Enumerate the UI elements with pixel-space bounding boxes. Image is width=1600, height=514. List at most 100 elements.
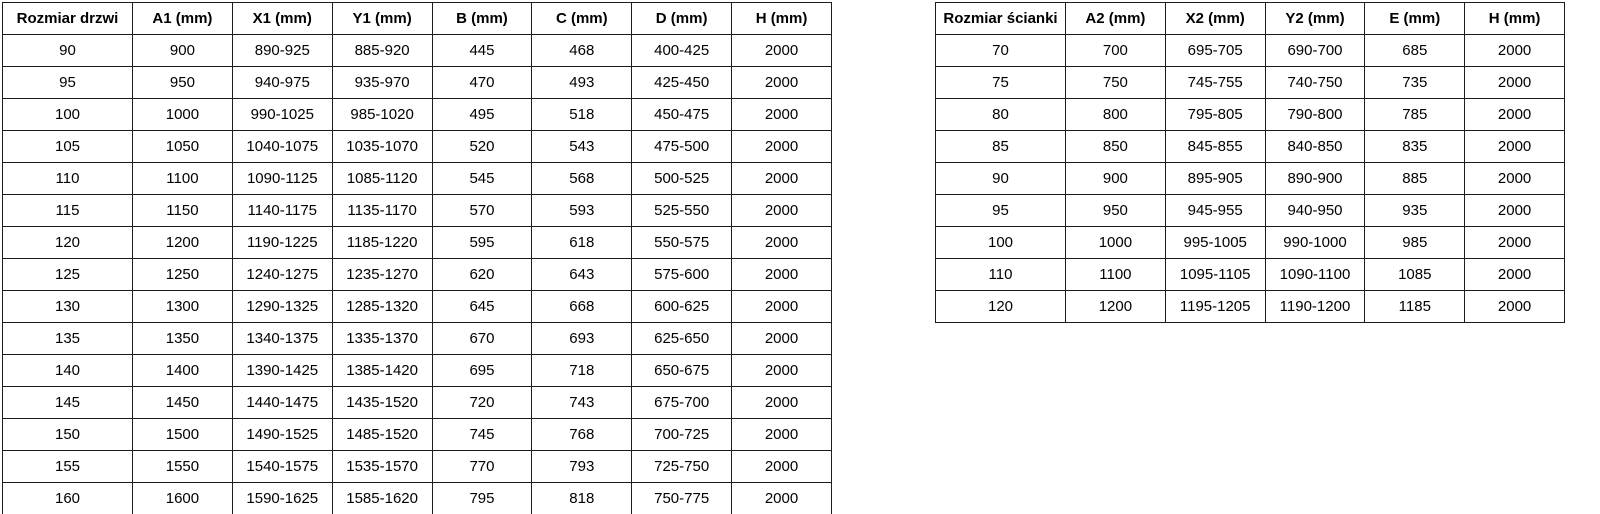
table-cell: 985-1020 — [331, 98, 433, 131]
table-cell: 735 — [1364, 66, 1466, 99]
table-cell: 400-425 — [631, 34, 733, 67]
table-cell: 100 — [2, 98, 133, 131]
table-cell: 668 — [531, 290, 633, 323]
table-cell: 593 — [531, 194, 633, 227]
table-cell: 110 — [2, 162, 133, 195]
table-cell: 945-955 — [1164, 194, 1266, 227]
table-cell: 155 — [2, 450, 133, 483]
table-cell: 1150 — [132, 194, 233, 227]
column-header: Y1 (mm) — [331, 2, 433, 35]
table-cell: 1195-1205 — [1164, 290, 1266, 323]
table-cell: 1600 — [132, 482, 233, 514]
table-cell: 770 — [431, 450, 533, 483]
table-cell: 2000 — [1464, 98, 1565, 131]
table-cell: 743 — [531, 386, 633, 419]
column-header: H (mm) — [731, 2, 832, 35]
table-row: 100 1000 995-1005 990-1000 985 2000 — [935, 226, 1565, 259]
table-row: 70 700 695-705 690-700 685 2000 — [935, 34, 1565, 67]
table-cell: 1240-1275 — [231, 258, 333, 291]
table-cell: 1335-1370 — [331, 322, 433, 355]
table-cell: 625-650 — [631, 322, 733, 355]
header-row: Rozmiar drzwi A1 (mm) X1 (mm) Y1 (mm) B (mm)… — [2, 2, 832, 35]
table-cell: 520 — [431, 130, 533, 163]
table-cell: 570 — [431, 194, 533, 227]
table-cell: 140 — [2, 354, 133, 387]
table-cell: 550-575 — [631, 226, 733, 259]
table-cell: 793 — [531, 450, 633, 483]
table-cell: 2000 — [1464, 226, 1565, 259]
table-row: 90 900 895-905 890-900 885 2000 — [935, 162, 1565, 195]
table-cell: 935 — [1364, 194, 1466, 227]
table-cell: 2000 — [1464, 130, 1565, 163]
table-row: 135 1350 1340-1375 1335-1370 670 693 625-650 20… — [2, 322, 832, 355]
table-cell: 1085-1120 — [331, 162, 433, 195]
table-cell: 450-475 — [631, 98, 733, 131]
table-row: 120 1200 1195-1205 1190-1200 1185 2000 — [935, 290, 1565, 323]
table-cell: 445 — [431, 34, 533, 67]
table-cell: 885-920 — [331, 34, 433, 67]
table-cell: 1000 — [1065, 226, 1166, 259]
table-row: 80 800 795-805 790-800 785 2000 — [935, 98, 1565, 131]
table-cell: 120 — [2, 226, 133, 259]
table-cell: 2000 — [731, 258, 832, 291]
table-cell: 110 — [935, 258, 1066, 291]
header-row: Rozmiar ścianki A2 (mm) X2 (mm) Y2 (mm) E (m… — [935, 2, 1565, 35]
table-cell: 1200 — [1065, 290, 1166, 323]
door-size-table: Rozmiar drzwi A1 (mm) X1 (mm) Y1 (mm) B (mm)… — [2, 2, 832, 514]
column-header: X1 (mm) — [231, 2, 333, 35]
table-cell: 500-525 — [631, 162, 733, 195]
table-cell: 2000 — [1464, 34, 1565, 67]
table-cell: 1385-1420 — [331, 354, 433, 387]
table-cell: 818 — [531, 482, 633, 514]
table-cell: 130 — [2, 290, 133, 323]
table-cell: 650-675 — [631, 354, 733, 387]
table-cell: 985 — [1364, 226, 1466, 259]
table-cell: 160 — [2, 482, 133, 514]
table-cell: 543 — [531, 130, 633, 163]
table-cell: 1400 — [132, 354, 233, 387]
wall-size-table: Rozmiar ścianki A2 (mm) X2 (mm) Y2 (mm) E (m… — [935, 2, 1565, 323]
column-header: D (mm) — [631, 2, 733, 35]
table-cell: 1095-1105 — [1164, 258, 1266, 291]
table-cell: 2000 — [731, 418, 832, 451]
table-cell: 1185-1220 — [331, 226, 433, 259]
table-cell: 575-600 — [631, 258, 733, 291]
table-cell: 95 — [2, 66, 133, 99]
table-cell: 685 — [1364, 34, 1466, 67]
table-cell: 935-970 — [331, 66, 433, 99]
table-row: 90 900 890-925 885-920 445 468 400-425 2000 — [2, 34, 832, 67]
table-cell: 890-925 — [231, 34, 333, 67]
table-cell: 115 — [2, 194, 133, 227]
table-cell: 950 — [1065, 194, 1166, 227]
table-cell: 800 — [1065, 98, 1166, 131]
table-cell: 1250 — [132, 258, 233, 291]
table-cell: 518 — [531, 98, 633, 131]
table-cell: 740-750 — [1264, 66, 1366, 99]
table-cell: 2000 — [731, 482, 832, 514]
table-cell: 1550 — [132, 450, 233, 483]
table-cell: 700 — [1065, 34, 1166, 67]
table-cell: 890-900 — [1264, 162, 1366, 195]
table-cell: 2000 — [1464, 194, 1565, 227]
table-cell: 768 — [531, 418, 633, 451]
table-cell: 595 — [431, 226, 533, 259]
table-cell: 835 — [1364, 130, 1466, 163]
table-cell: 2000 — [731, 226, 832, 259]
table-cell: 1200 — [132, 226, 233, 259]
table-cell: 1390-1425 — [231, 354, 333, 387]
table-cell: 785 — [1364, 98, 1466, 131]
table-cell: 1440-1475 — [231, 386, 333, 419]
table-row: 95 950 940-975 935-970 470 493 425-450 2000 — [2, 66, 832, 99]
table-cell: 1500 — [132, 418, 233, 451]
table-row: 160 1600 1590-1625 1585-1620 795 818 750-775 20… — [2, 482, 832, 514]
table-cell: 695 — [431, 354, 533, 387]
table-cell: 135 — [2, 322, 133, 355]
table-cell: 675-700 — [631, 386, 733, 419]
column-header: Rozmiar drzwi — [2, 2, 133, 35]
table-cell: 1350 — [132, 322, 233, 355]
table-cell: 2000 — [731, 98, 832, 131]
table-cell: 720 — [431, 386, 533, 419]
table-cell: 1485-1520 — [331, 418, 433, 451]
table-cell: 470 — [431, 66, 533, 99]
table-cell: 100 — [935, 226, 1066, 259]
